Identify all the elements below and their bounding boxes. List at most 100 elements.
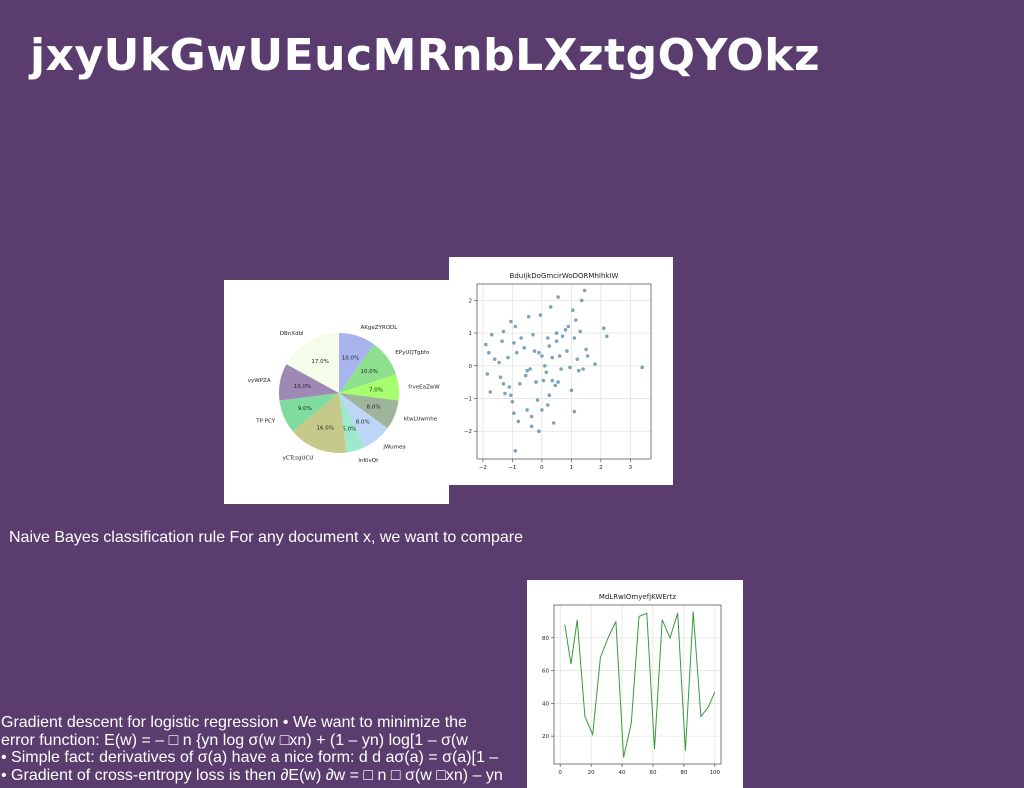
scatter-point	[556, 295, 560, 299]
scatter-point	[563, 328, 568, 332]
scatter-point	[571, 308, 575, 312]
pie-slice	[339, 344, 397, 393]
scatter-point	[581, 367, 585, 371]
scatter-point	[575, 357, 580, 361]
scatter-point	[510, 400, 515, 404]
pie-percent-label: 8.0%	[367, 405, 381, 411]
scatter-point	[540, 354, 544, 358]
scatter-point	[513, 324, 518, 329]
slide-title: jxyUkGwUEucMRnbLXztgQYOkz	[30, 30, 821, 81]
scatter-point	[553, 383, 557, 388]
scatter-point	[528, 367, 532, 371]
scatter-point	[640, 365, 644, 370]
pie-percent-label: 16.0%	[317, 426, 334, 432]
y-tick-label: −2	[464, 429, 472, 435]
scatter-point	[515, 350, 519, 355]
bullet-line: • Simple fact: derivatives of σ(a) have …	[1, 749, 499, 766]
pie-percent-label: 8.0%	[356, 420, 370, 426]
pie-slice-label: frveEaZwW	[408, 385, 440, 391]
scatter-point	[512, 341, 516, 345]
scatter-point	[522, 346, 526, 350]
scatter-point	[525, 368, 529, 373]
scatter-point	[546, 336, 550, 340]
scatter-point	[488, 390, 493, 394]
line-series	[564, 611, 716, 758]
scatter-point	[550, 355, 554, 360]
scatter-point	[556, 380, 560, 384]
pie-percent-label: 10.0%	[294, 384, 311, 390]
scatter-point	[541, 378, 546, 383]
scatter-point	[509, 393, 513, 397]
scatter-chart: BduIjkDoGmcirWoDORMhIhkIW −2 −1 0 1 2 3 −2 −1 0 1 2	[464, 272, 652, 471]
scatter-point	[516, 419, 521, 424]
scatter-point	[543, 364, 547, 368]
pie-slice-label: lnKivQt	[358, 458, 379, 464]
chart-title: MdLRwIOmyefjKWErtz	[599, 593, 677, 601]
scatter-point	[566, 324, 571, 329]
y-tick-label: 0	[469, 364, 473, 370]
pie-slice-label: TP PCY	[255, 419, 275, 425]
scatter-point	[550, 378, 554, 383]
scatter-point	[497, 360, 501, 365]
x-tick-label: 1	[570, 465, 574, 471]
scatter-point	[576, 368, 581, 373]
y-tick-label: 20	[542, 734, 549, 740]
scatter-point	[529, 424, 534, 429]
pie-slice	[339, 393, 388, 448]
scatter-point	[537, 429, 541, 433]
pie-slice	[339, 393, 399, 429]
scatter-point	[569, 388, 574, 393]
scatter-point	[487, 350, 491, 355]
x-tick-label: 60	[649, 770, 656, 776]
scatter-point	[554, 339, 559, 343]
line-chart-panel: MdLRwIOmyefjKWErtz 0 20 40 60 80 100 20 40 60 80	[527, 580, 743, 788]
pie-slice	[278, 364, 339, 401]
pie-slice-label: vyWPZA	[248, 378, 271, 384]
pie-percent-label: 5.0%	[342, 427, 356, 433]
pie-slice-label: AKgeZYRODL	[361, 325, 399, 331]
y-tick-label: −1	[464, 396, 472, 402]
scatter-point	[578, 329, 582, 334]
scatter-point	[544, 370, 549, 375]
plot-frame	[553, 604, 722, 765]
pie-percent-label: 9.0%	[298, 406, 312, 412]
scatter-point	[538, 313, 543, 317]
scatter-point	[546, 403, 550, 407]
chart-title: BduIjkDoGmcirWoDORMhIhkIW	[510, 272, 619, 280]
scatter-point	[535, 398, 540, 402]
scatter-point	[492, 357, 497, 361]
scatter-point	[498, 375, 503, 379]
scatter-point	[534, 380, 538, 384]
scatter-point	[513, 449, 518, 453]
pie-percent-label: 10.0%	[360, 369, 377, 375]
scatter-point	[548, 305, 553, 309]
scatter-point	[532, 349, 537, 353]
scatter-point	[572, 409, 577, 414]
scatter-chart-panel: BduIjkDoGmcirWoDORMhIhkIW −2 −1 0 1 2 3 −2 −1 0 1 2	[449, 257, 673, 485]
scatter-point	[560, 334, 565, 339]
pie-slice	[339, 393, 365, 453]
pie-slice-label: DBnXdbl	[280, 331, 304, 337]
scatter-point	[501, 382, 506, 386]
scatter-point	[585, 354, 590, 358]
x-tick-label: −2	[479, 465, 487, 471]
scatter-point	[568, 365, 572, 370]
scatter-point	[519, 336, 523, 340]
pie-chart-panel: AKgeZYRODL 10.0% EPyUQTgbfo 10.0% frveEaZwW 7…	[224, 280, 449, 504]
scatter-point	[551, 421, 556, 425]
y-tick-label: 40	[542, 701, 549, 707]
scatter-point	[584, 347, 588, 352]
scatter-point	[574, 318, 578, 322]
x-tick-label: 100	[710, 770, 721, 776]
scatter-point	[540, 408, 544, 412]
bullet-line: • Gradient of cross-entropy loss is then…	[1, 766, 503, 784]
scatter-point	[582, 288, 587, 293]
pie-slice	[339, 333, 375, 393]
scatter-point	[554, 331, 559, 335]
scatter-point	[579, 298, 584, 303]
x-tick-label: 0	[558, 770, 562, 776]
scatter-point	[501, 329, 506, 334]
x-tick-label: 80	[680, 770, 687, 776]
x-tick-label: 20	[588, 770, 595, 776]
scatter-point	[518, 382, 522, 386]
